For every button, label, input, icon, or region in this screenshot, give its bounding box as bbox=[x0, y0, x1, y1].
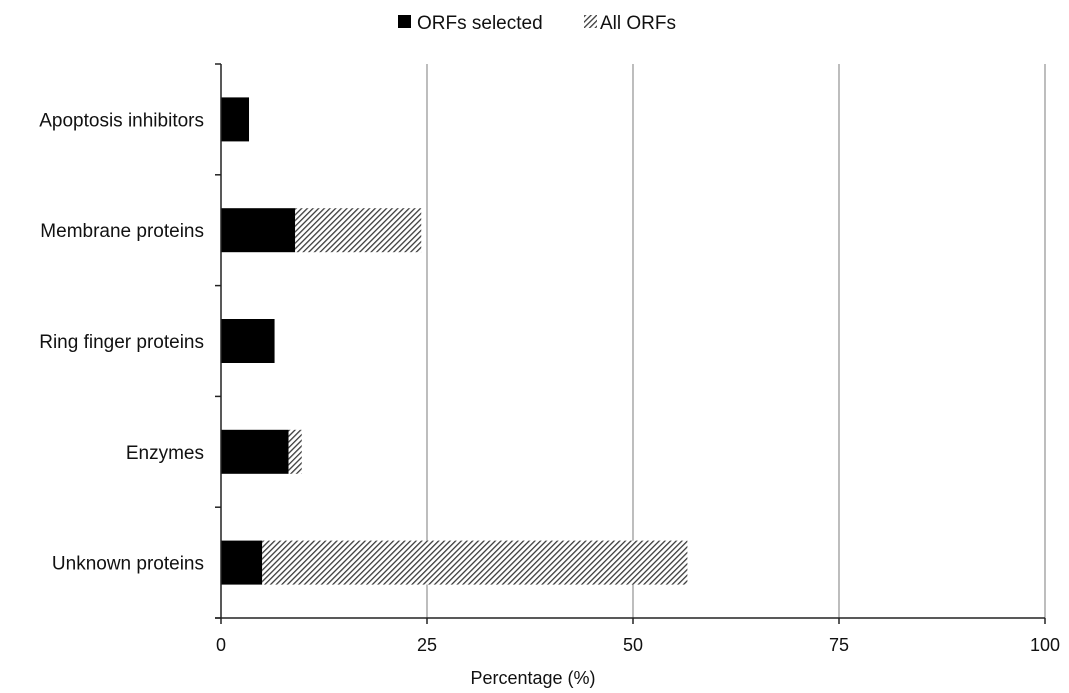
bar-orfs-selected-1 bbox=[221, 208, 296, 253]
x-tick-label-0: 0 bbox=[216, 635, 226, 655]
category-label-1: Membrane proteins bbox=[40, 221, 204, 242]
legend-swatch-orfs-selected bbox=[398, 15, 411, 28]
gridlines bbox=[426, 64, 1046, 618]
bar-all-orfs-3 bbox=[288, 429, 302, 474]
x-tick-label-4: 100 bbox=[1030, 635, 1060, 655]
x-tick-label-1: 25 bbox=[417, 635, 437, 655]
bar-orfs-selected-3 bbox=[221, 429, 289, 474]
bar-all-orfs-4 bbox=[262, 540, 688, 585]
x-tick-label-2: 50 bbox=[623, 635, 643, 655]
category-label-3: Enzymes bbox=[126, 443, 204, 464]
legend-label-orfs-selected: ORFs selected bbox=[417, 13, 543, 34]
category-label-4: Unknown proteins bbox=[52, 554, 204, 575]
legend-label-all-orfs: All ORFs bbox=[600, 13, 676, 34]
legend-swatch-all-orfs bbox=[584, 15, 597, 28]
bars bbox=[221, 97, 688, 585]
bar-orfs-selected-2 bbox=[221, 319, 275, 363]
axes: Apoptosis inhibitors Membrane proteins Rin… bbox=[39, 63, 1060, 655]
x-axis-title: Percentage (%) bbox=[470, 668, 595, 688]
bar-all-orfs-1 bbox=[295, 208, 422, 253]
x-tick-label-3: 75 bbox=[829, 635, 849, 655]
bar-orfs-selected-4 bbox=[221, 540, 263, 585]
bar-orfs-selected-0 bbox=[221, 97, 250, 142]
legend: ORFs selected All ORFs bbox=[398, 13, 676, 34]
category-label-0: Apoptosis inhibitors bbox=[39, 110, 204, 131]
category-label-2: Ring finger proteins bbox=[39, 332, 204, 353]
